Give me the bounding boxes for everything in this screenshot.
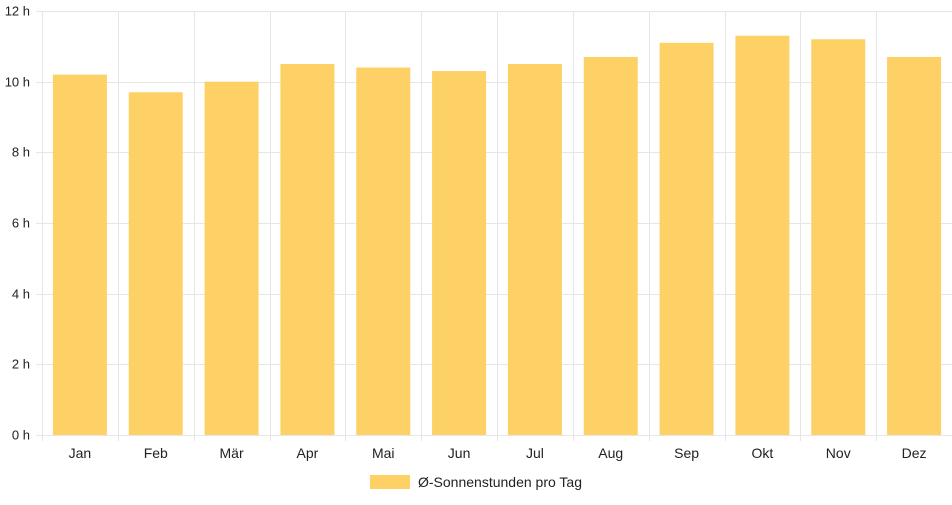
bar-jul[interactable] bbox=[507, 64, 562, 435]
x-axis: Jan Feb Mär Apr Mai Jun Jul Aug Sep Okt Nov Dez bbox=[69, 445, 927, 461]
x-tick-label: Mai bbox=[372, 445, 395, 461]
grid-layer bbox=[36, 11, 952, 441]
y-tick-label: 6 h bbox=[12, 216, 30, 231]
bar-nov[interactable] bbox=[811, 39, 866, 436]
x-tick-label: Jan bbox=[69, 445, 92, 461]
legend-swatch bbox=[370, 475, 410, 489]
x-tick-label: Dez bbox=[902, 445, 927, 461]
bar-jun[interactable] bbox=[432, 71, 487, 436]
bar-feb[interactable] bbox=[128, 92, 183, 436]
x-tick-label: Jul bbox=[526, 445, 544, 461]
x-tick-label: Nov bbox=[826, 445, 851, 461]
bar-jan[interactable] bbox=[52, 74, 107, 435]
y-tick-label: 0 h bbox=[12, 428, 30, 443]
y-axis: 0 h 2 h 4 h 6 h 8 h 10 h 12 h bbox=[5, 4, 30, 443]
bar-dez[interactable] bbox=[887, 56, 942, 435]
bar-apr[interactable] bbox=[280, 64, 335, 435]
x-tick-label: Apr bbox=[297, 445, 319, 461]
y-tick-label: 10 h bbox=[5, 75, 30, 90]
x-tick-label: Feb bbox=[144, 445, 168, 461]
x-tick-label: Jun bbox=[448, 445, 471, 461]
legend[interactable]: Ø-Sonnenstunden pro Tag bbox=[370, 474, 582, 490]
x-tick-label: Sep bbox=[674, 445, 699, 461]
bars-layer bbox=[52, 35, 942, 436]
x-tick-label: Mär bbox=[220, 445, 244, 461]
y-tick-label: 2 h bbox=[12, 357, 30, 372]
legend-label: Ø-Sonnenstunden pro Tag bbox=[418, 474, 582, 490]
y-tick-label: 4 h bbox=[12, 287, 30, 302]
bar-mär[interactable] bbox=[204, 81, 259, 436]
y-tick-label: 12 h bbox=[5, 4, 30, 19]
y-tick-label: 8 h bbox=[12, 145, 30, 160]
x-tick-label: Okt bbox=[752, 445, 774, 461]
bar-okt[interactable] bbox=[735, 35, 790, 435]
bar-mai[interactable] bbox=[356, 67, 411, 436]
bar-sep[interactable] bbox=[659, 42, 714, 436]
bar-aug[interactable] bbox=[583, 56, 638, 435]
x-tick-label: Aug bbox=[598, 445, 623, 461]
